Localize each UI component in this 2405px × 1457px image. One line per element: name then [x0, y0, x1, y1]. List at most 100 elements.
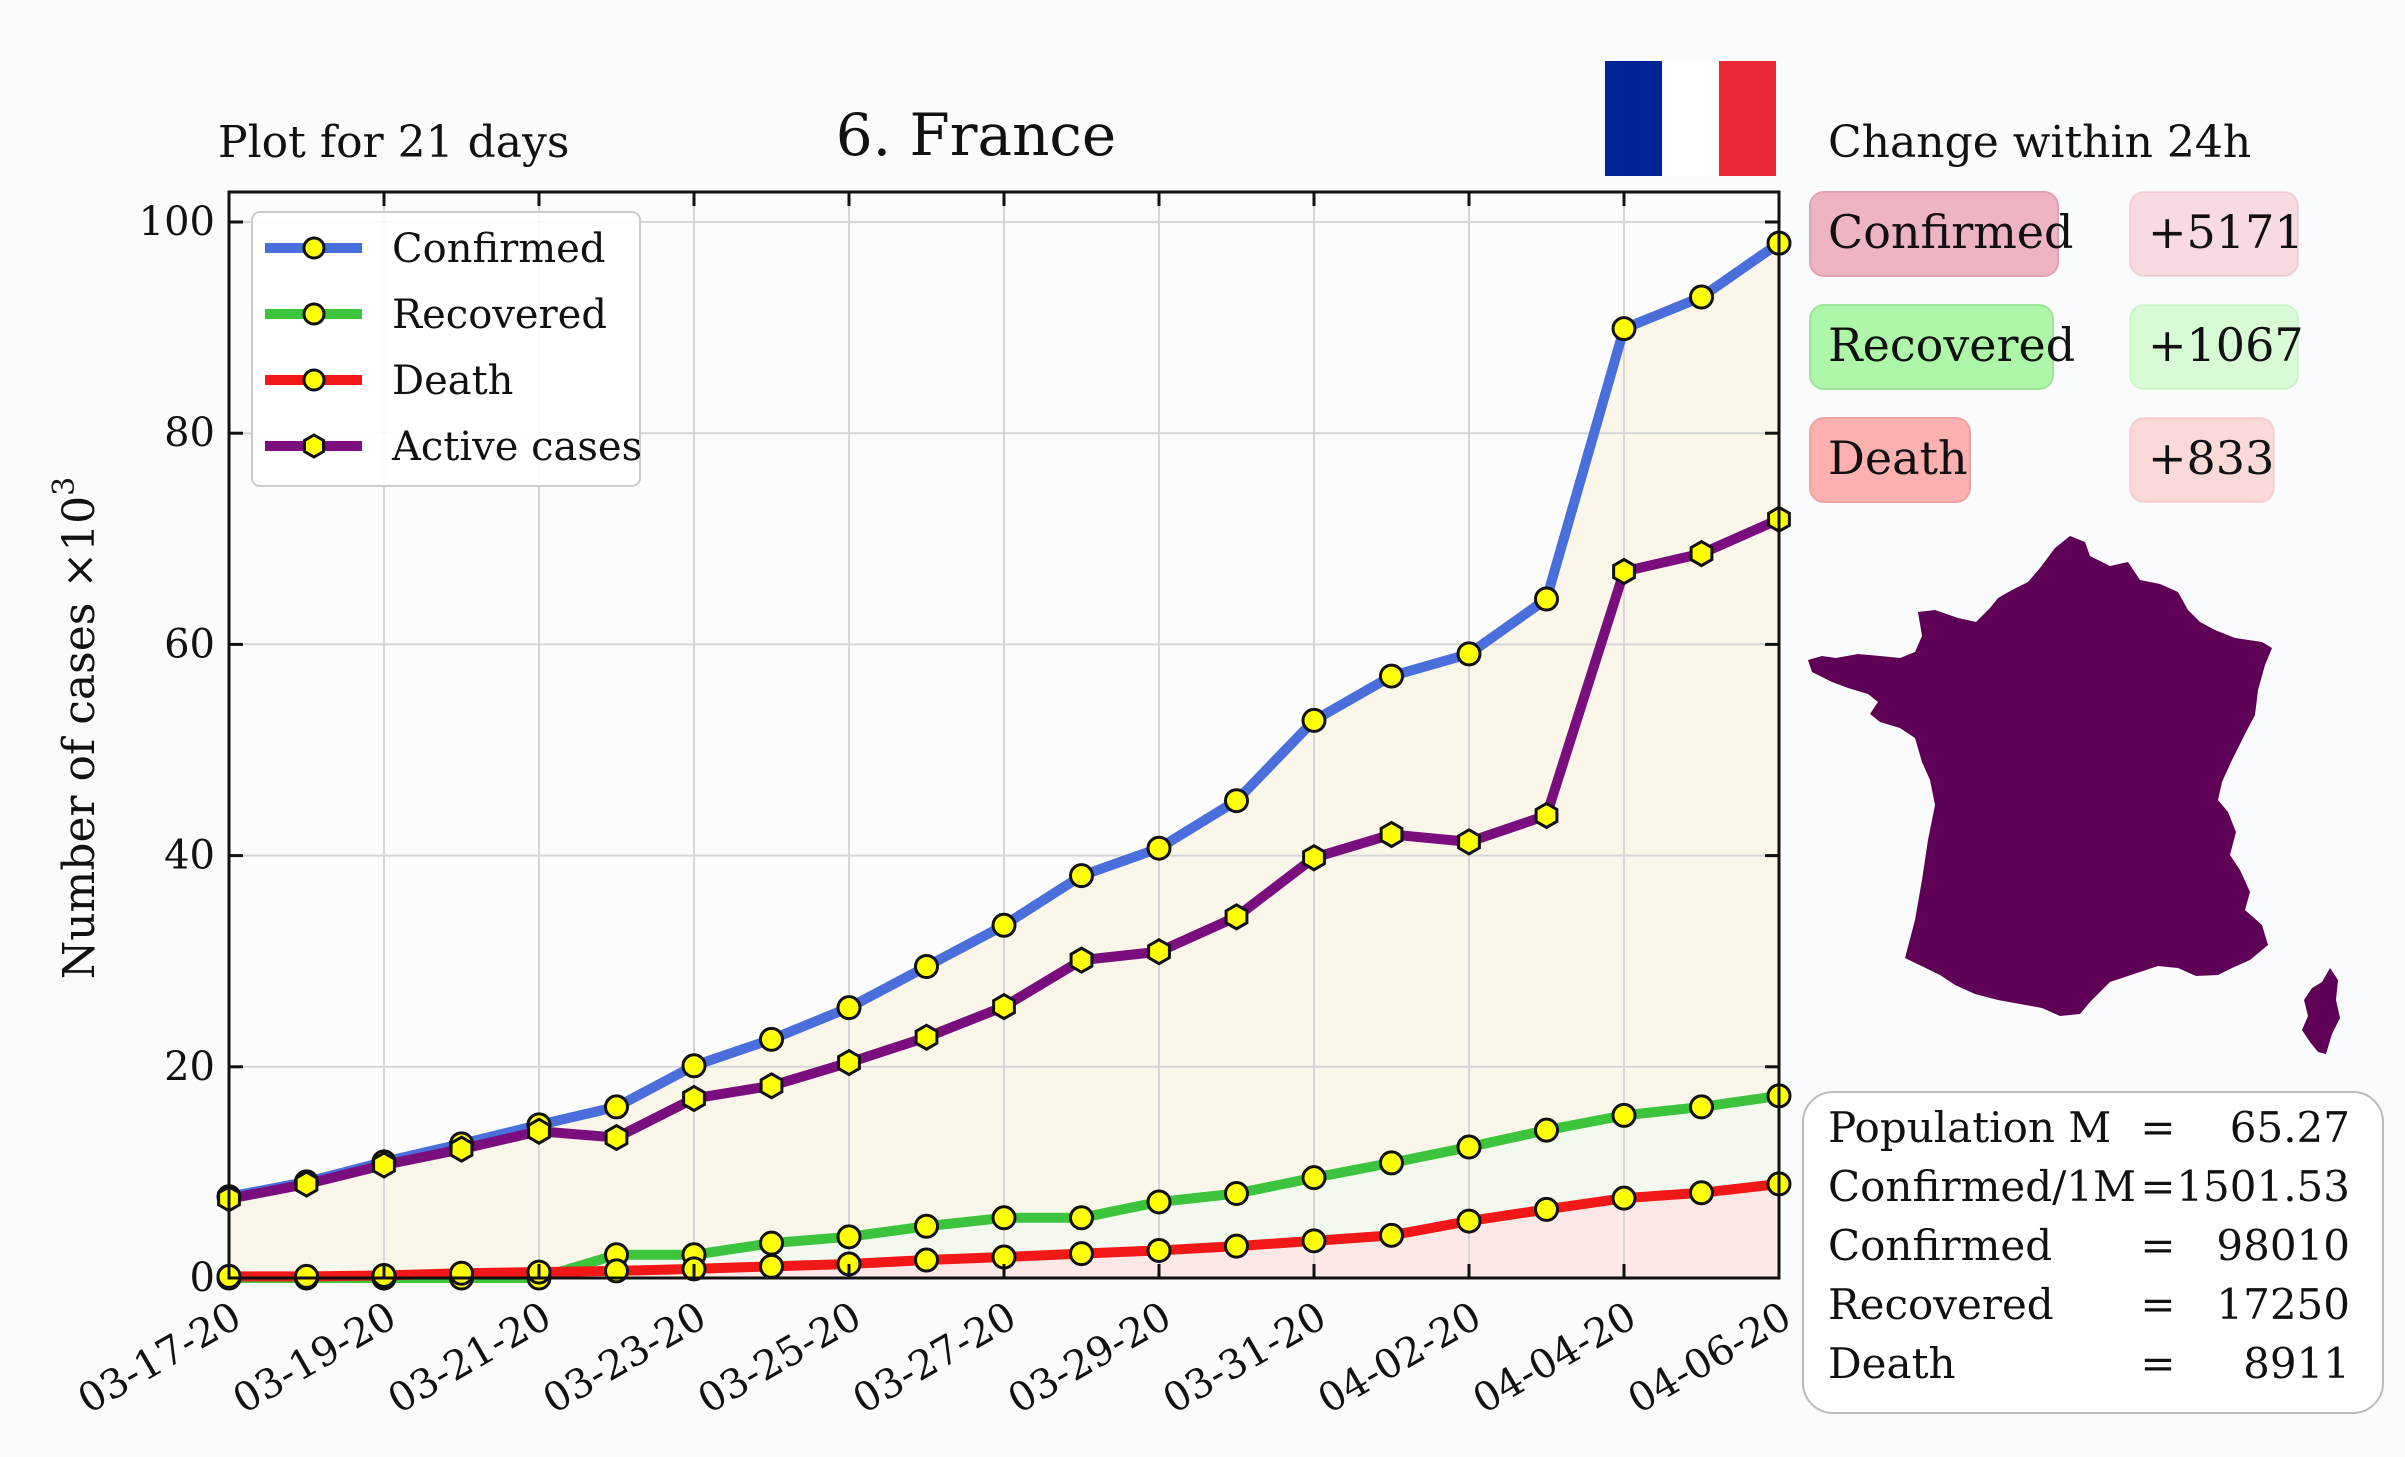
point-confirmed [1146, 835, 1172, 861]
stat-value: 65.27 [2230, 1103, 2350, 1152]
area-fill-0 [229, 243, 1779, 1278]
point-death [759, 1253, 784, 1279]
point-confirmed [991, 912, 1017, 938]
change-label-box [1809, 304, 2054, 390]
change-value: +5171 [2148, 205, 2304, 259]
point-confirmed [759, 1026, 784, 1052]
stat-label: Confirmed/1M [1828, 1162, 2136, 1211]
y-tick-labels: 0 20 40 60 80 100 [139, 199, 215, 1301]
point-recovered [914, 1213, 939, 1239]
point-active-cases [1302, 843, 1326, 872]
change-label: Death [1828, 431, 1968, 485]
point-active-cases [449, 1135, 474, 1163]
change-row-recovered: Recovered +1067 [1809, 304, 2304, 390]
point-death [1534, 1196, 1559, 1222]
point-confirmed [1456, 641, 1482, 667]
stats-panel: Population M = 65.27 Confirmed/1M = 1501.53Co… [1802, 1091, 2384, 1414]
legend-marker [302, 368, 326, 392]
point-confirmed [681, 1053, 707, 1079]
y-axis-label: Number of cases ×103 [47, 477, 105, 980]
point-death [294, 1263, 319, 1289]
point-active-cases [914, 1023, 939, 1051]
point-recovered [1224, 1181, 1249, 1207]
stat-value: 8911 [2243, 1339, 2350, 1388]
point-recovered [836, 1224, 862, 1250]
stat-row: Confirmed/1M = 1501.53 [1828, 1162, 2350, 1211]
point-active-cases [372, 1151, 396, 1179]
point-recovered [991, 1205, 1017, 1231]
point-recovered [1456, 1134, 1482, 1160]
point-recovered [1146, 1189, 1172, 1215]
legend-item-confirmed: Confirmed [265, 226, 605, 272]
stat-row: Confirmed = 98010 [1828, 1221, 2350, 1270]
point-active-cases [1457, 828, 1481, 856]
stat-value: 98010 [2216, 1221, 2350, 1270]
legend-marker [302, 433, 326, 459]
point-death [1069, 1241, 1094, 1267]
change-value: +833 [2148, 431, 2274, 485]
stat-equals: = [2140, 1221, 2175, 1270]
stat-label: Death [1828, 1339, 1956, 1388]
stat-label: Recovered [1828, 1280, 2054, 1329]
x-tick-label: 03-17-20 [70, 1293, 249, 1423]
point-recovered [759, 1230, 784, 1256]
point-death [604, 1258, 629, 1284]
y-tick-label: 100 [139, 199, 215, 245]
point-active-cases [527, 1117, 551, 1145]
point-active-cases [294, 1170, 319, 1198]
point-recovered [1379, 1150, 1404, 1176]
x-tick-label: 03-19-20 [225, 1293, 404, 1423]
legend-label: Death [392, 358, 513, 404]
stat-equals: = [2140, 1103, 2175, 1152]
axis-ticks [227, 192, 1781, 1280]
mainland-shape [1808, 536, 2272, 1016]
point-death [1611, 1185, 1637, 1211]
point-death [914, 1247, 939, 1273]
legend-label: Active cases [391, 424, 642, 470]
change-value-box [2129, 417, 2275, 503]
legend-item-active-cases: Active cases [265, 424, 642, 470]
change-value-box [2129, 191, 2299, 277]
change-row-confirmed: Confirmed +5171 [1809, 191, 2304, 277]
point-recovered [1689, 1094, 1714, 1120]
point-recovered [1611, 1102, 1637, 1128]
point-death [1224, 1233, 1249, 1259]
point-death [1689, 1180, 1714, 1206]
y-tick-label: 20 [164, 1044, 215, 1090]
point-death [1146, 1237, 1172, 1263]
stat-row: Recovered = 17250 [1828, 1280, 2350, 1329]
point-death [1379, 1222, 1404, 1248]
x-tick-label: 03-23-20 [535, 1293, 714, 1423]
change-value: +1067 [2148, 318, 2304, 372]
x-tick-label: 03-31-20 [1155, 1293, 1334, 1423]
legend-item-death: Death [265, 358, 513, 404]
stat-row: Population M = 65.27 [1828, 1103, 2350, 1152]
stat-value: 17250 [2216, 1280, 2350, 1329]
legend-marker [302, 236, 326, 260]
stat-value: 1501.53 [2176, 1162, 2350, 1211]
point-confirmed [604, 1094, 629, 1120]
x-tick-label: 04-04-20 [1465, 1293, 1644, 1423]
legend-item-recovered: Recovered [265, 292, 607, 338]
point-recovered [1534, 1117, 1559, 1143]
france-flag-icon [1605, 61, 1776, 176]
change-label-box [1809, 417, 1971, 503]
point-death [449, 1260, 474, 1286]
point-active-cases [1147, 937, 1171, 966]
change-boxes: Confirmed +5171 Recovered +1067 Death +833 [1809, 191, 2304, 503]
x-tick-label: 03-27-20 [845, 1293, 1024, 1423]
point-confirmed [1379, 663, 1404, 689]
stat-label: Population M [1828, 1103, 2111, 1152]
change-label: Recovered [1828, 318, 2075, 372]
point-active-cases [1224, 903, 1249, 931]
point-active-cases [759, 1072, 784, 1100]
point-confirmed [914, 953, 939, 979]
change-label: Confirmed [1828, 205, 2073, 259]
legend-frame [251, 211, 641, 487]
point-active-cases [1379, 820, 1404, 849]
point-recovered [1301, 1165, 1327, 1191]
france-map-icon [1808, 536, 2340, 1054]
point-confirmed [836, 995, 862, 1021]
y-tick-label: 80 [164, 410, 215, 456]
